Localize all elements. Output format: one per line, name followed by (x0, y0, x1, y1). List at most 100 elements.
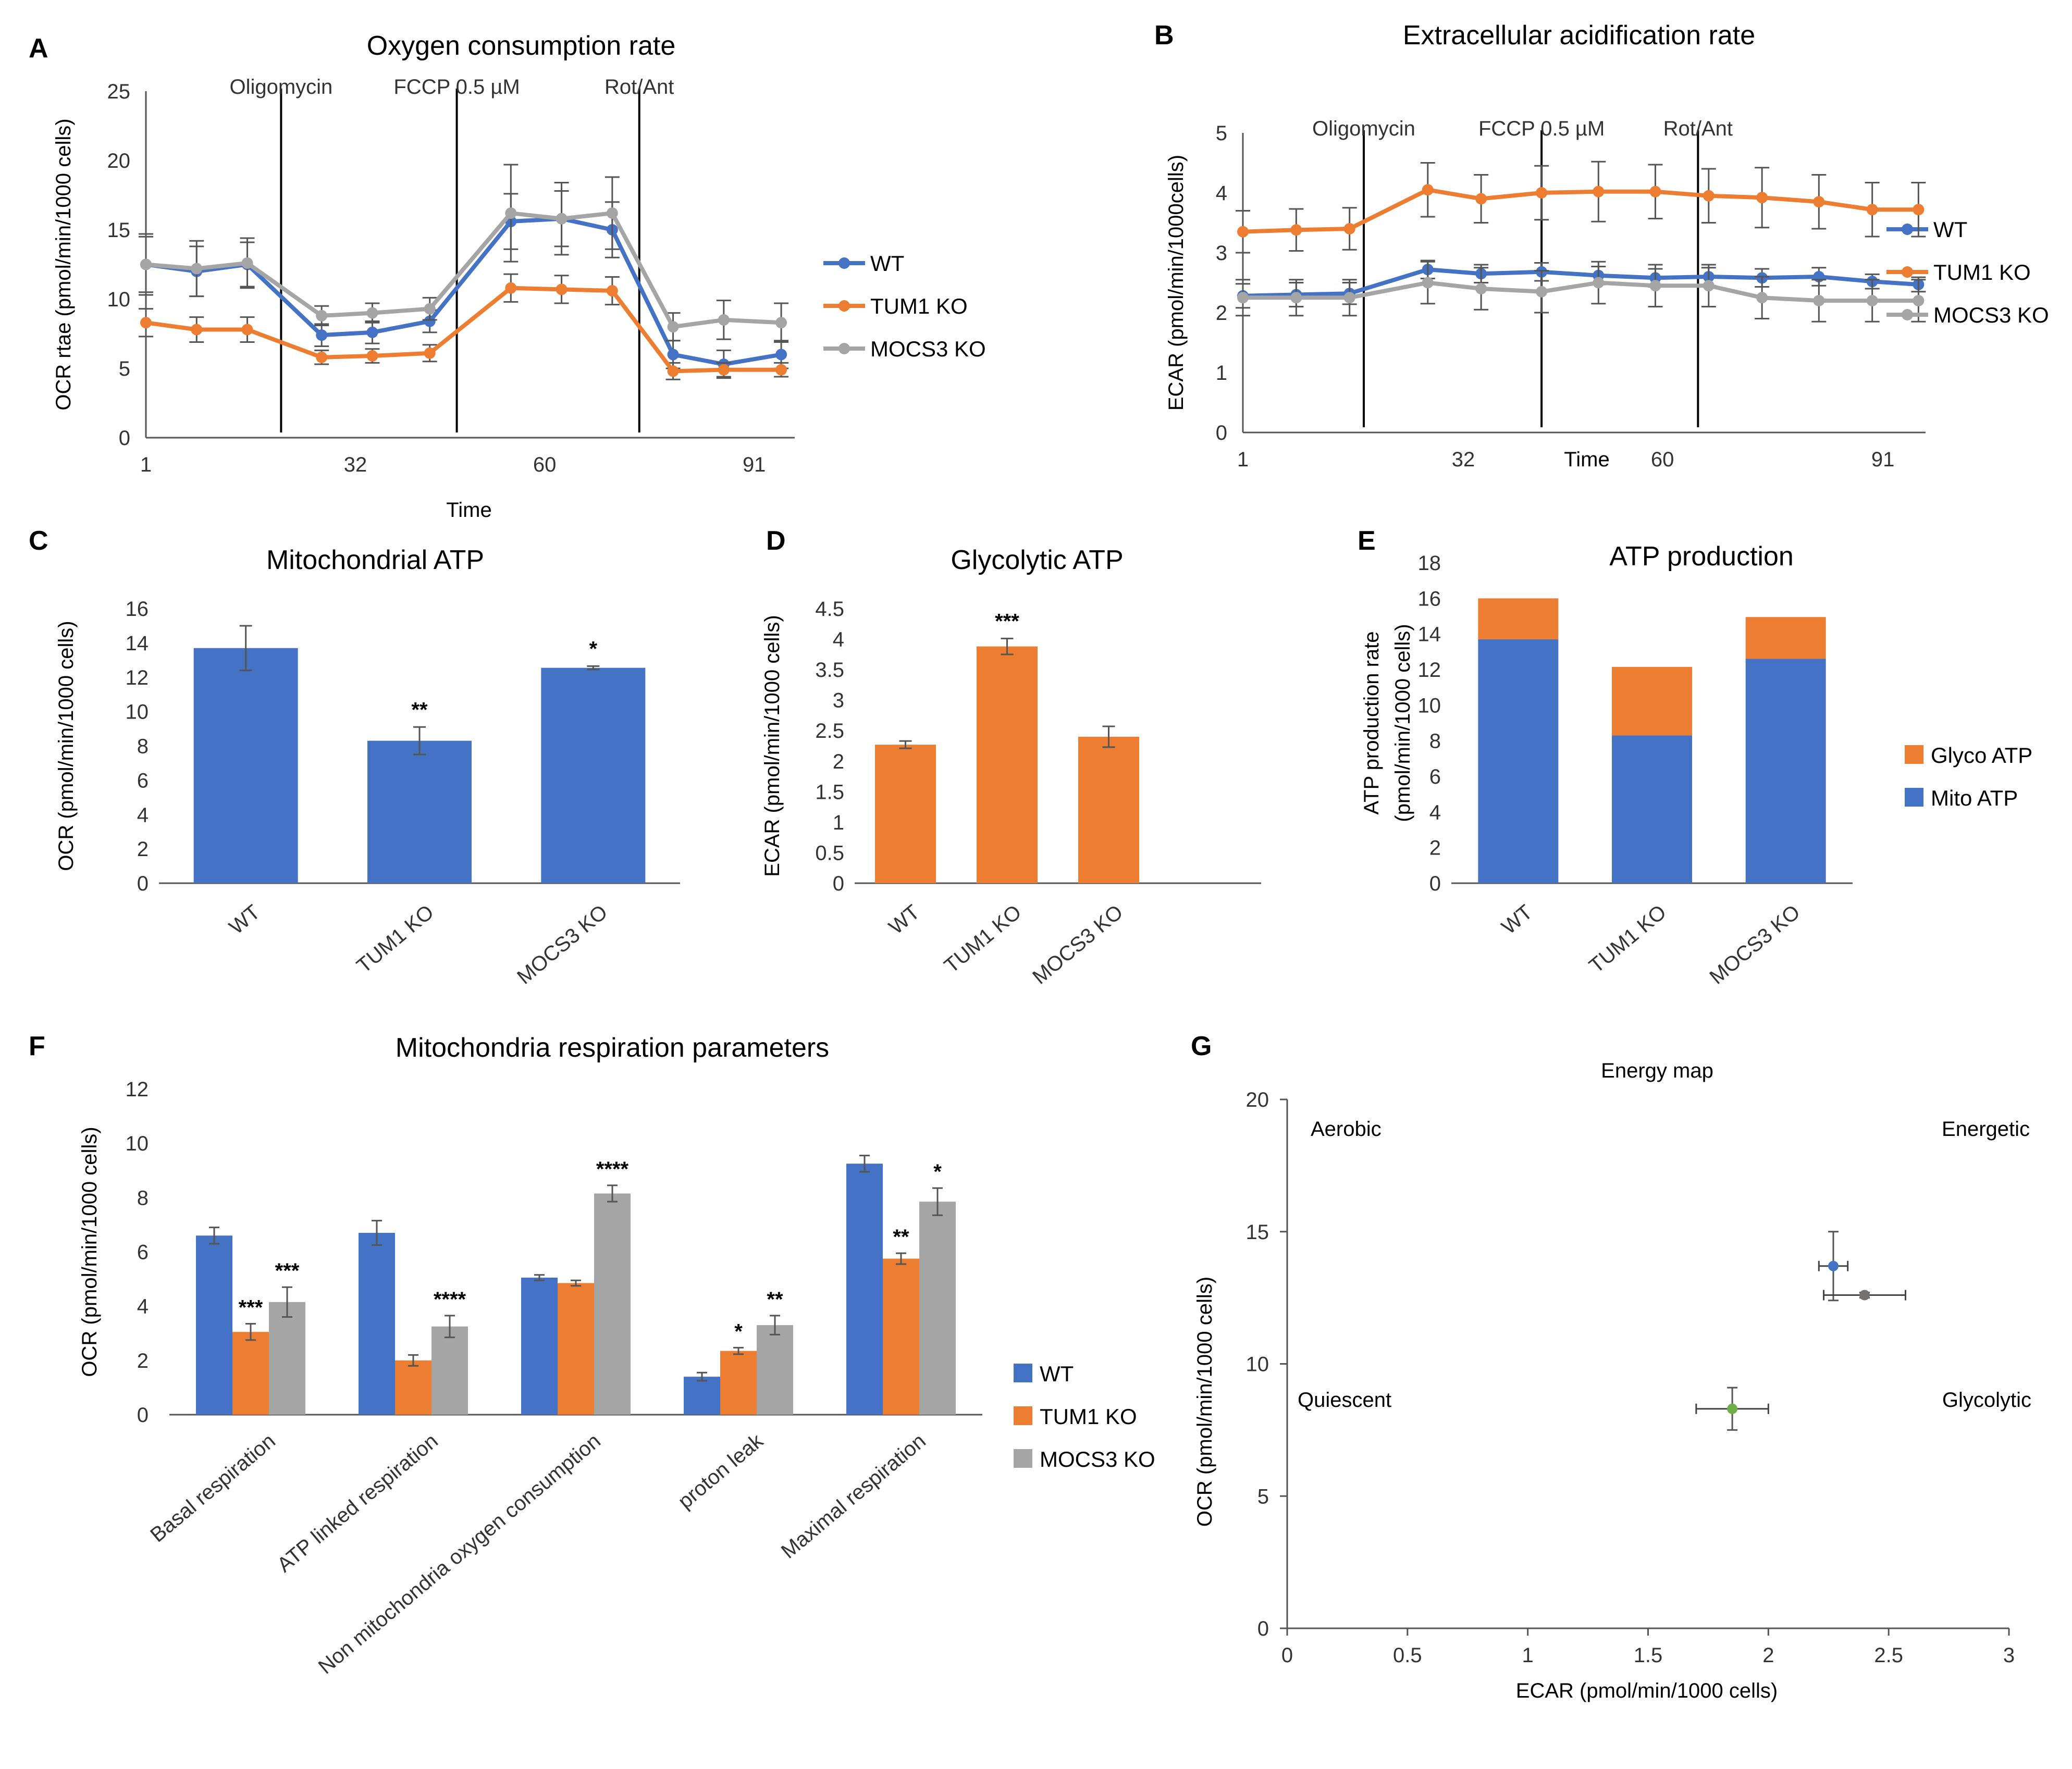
stacked-bar-mito-atp (1745, 659, 1826, 883)
y-tick-label: 6 (1429, 765, 1441, 788)
data-point (1290, 292, 1302, 304)
data-point (140, 258, 152, 270)
x-category-label: TUM1 KO (940, 900, 1026, 978)
x-tick-label: 32 (344, 453, 367, 476)
legend-swatch (1905, 745, 1923, 764)
significance-stars: *** (239, 1296, 263, 1319)
quadrant-label: Quiescent (1298, 1389, 1391, 1412)
y-tick-label: 14 (1418, 623, 1441, 646)
data-point (1290, 224, 1302, 236)
data-point (505, 207, 517, 219)
legend-marker (1902, 266, 1913, 278)
y-axis-label: ECAR (pmol/min/1000 cells) (761, 615, 784, 876)
x-tick-label: 3 (2003, 1644, 2015, 1667)
y-tick-label: 5 (1216, 122, 1227, 145)
x-tick-label: 60 (533, 453, 557, 476)
y-tick-label: 20 (1246, 1088, 1269, 1111)
data-point (775, 317, 787, 329)
data-point (1913, 295, 1925, 306)
y-tick-label: 5 (119, 357, 130, 380)
legend-marker (1902, 309, 1913, 320)
y-tick-label: 12 (126, 1078, 149, 1101)
data-point (241, 324, 253, 336)
data-point (1913, 204, 1925, 216)
stacked-bar-glyco-atp (1478, 598, 1559, 639)
x-tick-label: 2 (1762, 1644, 1774, 1667)
data-point (667, 321, 679, 333)
chart-title: Mitochondria respiration parameters (396, 1033, 829, 1063)
x-axis-label: Time (1564, 448, 1609, 471)
data-point (241, 257, 253, 269)
data-point (1866, 204, 1878, 216)
bar-wt (521, 1277, 558, 1415)
data-point (1649, 280, 1661, 292)
x-category-label: proton leak (674, 1429, 768, 1514)
data-point (316, 329, 328, 341)
data-point (1813, 196, 1825, 208)
treatment-label: Rot/Ant (1663, 117, 1733, 140)
y-axis-label: OCR (pmol/min/1000 cells) (1193, 1277, 1216, 1527)
data-point (1343, 292, 1355, 304)
bar-wt (359, 1233, 395, 1415)
energy-point-wt (1828, 1260, 1839, 1271)
significance-stars: **** (434, 1288, 466, 1311)
y-tick-label: 3 (1216, 242, 1227, 265)
y-tick-label: 8 (1429, 730, 1441, 753)
x-tick-label: 2.5 (1874, 1644, 1903, 1667)
stacked-bar-glyco-atp (1745, 617, 1826, 659)
data-point (1475, 283, 1487, 294)
x-category-label: Non mitochondria oxygen consumption (314, 1429, 605, 1678)
data-point (424, 315, 436, 327)
bar-tum1-ko (720, 1351, 757, 1415)
stacked-bar-glyco-atp (1612, 666, 1692, 736)
y-tick-label: 16 (1418, 587, 1441, 610)
x-tick-label: 91 (1871, 448, 1895, 471)
bar-mocs3-ko (269, 1302, 305, 1415)
x-axis-label: Time (446, 499, 491, 522)
y-tick-label: 10 (126, 1132, 149, 1155)
data-point (1343, 223, 1355, 234)
bar-tum1-ko (558, 1283, 594, 1415)
data-point (1237, 226, 1249, 238)
bar-mocs3-ko (431, 1326, 468, 1415)
data-point (1536, 286, 1548, 298)
y-tick-label: 20 (107, 150, 131, 172)
chart-title: Glycolytic ATP (951, 545, 1123, 575)
panel-letter: C (29, 526, 48, 556)
data-point (191, 263, 203, 275)
legend-marker (838, 300, 850, 312)
panel-C-chart: C Mitochondrial ATP 0 2 4 6 8 10 12 14 16 OCR (pmol… (29, 526, 680, 989)
x-tick-label: 0 (1281, 1644, 1293, 1667)
bar-tum1-ko (977, 646, 1038, 883)
bar-tum1-ko (367, 740, 472, 883)
legend-swatch (1014, 1449, 1032, 1468)
legend-marker (838, 257, 850, 269)
x-category-label: MOCS3 KO (513, 900, 612, 988)
x-tick-label: 32 (1452, 448, 1475, 471)
bar-wt (684, 1377, 720, 1415)
y-tick-label: 4 (1429, 801, 1441, 824)
stacked-bar-mito-atp (1478, 639, 1559, 883)
y-tick-label: 1 (833, 811, 844, 834)
data-point (1422, 277, 1434, 289)
x-category-label: ATP linked respiration (273, 1429, 442, 1577)
y-tick-label: 15 (1246, 1221, 1269, 1244)
data-point (316, 310, 328, 321)
data-point (316, 351, 328, 363)
data-point (1422, 184, 1434, 196)
y-tick-label: 5 (1257, 1485, 1269, 1508)
significance-stars: ** (767, 1288, 783, 1311)
legend-label: MOCS3 KO (1040, 1447, 1155, 1471)
legend-label: WT (1933, 217, 1967, 242)
data-point (424, 347, 436, 359)
y-tick-label: 2 (1216, 302, 1227, 325)
bar-mocs3-ko (919, 1202, 956, 1415)
panel-D-chart: D Glycolytic ATP 0 0.5 1 1.5 2 2.5 3 3.5 4 4.5 ECAR … (761, 526, 1261, 989)
panel-letter: F (29, 1031, 45, 1061)
significance-stars: *** (275, 1259, 300, 1282)
y-tick-label: 1.5 (815, 781, 844, 803)
bar-wt (196, 1235, 232, 1415)
legend-label: MOCS3 KO (870, 337, 986, 361)
y-tick-label: 4 (137, 803, 149, 826)
